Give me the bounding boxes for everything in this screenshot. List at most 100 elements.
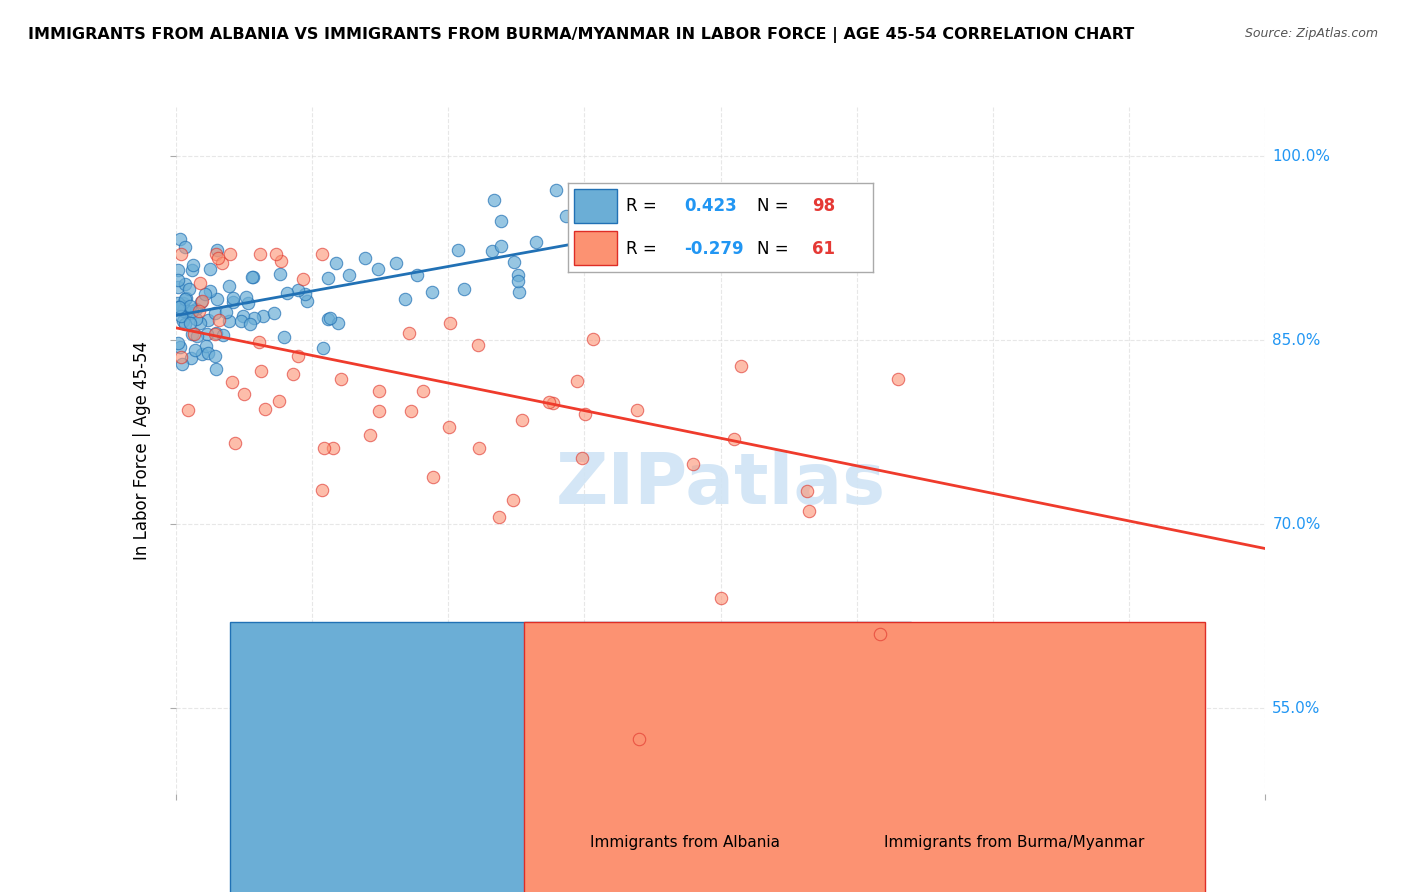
Albania [318, 271, 340, 285]
Albania [174, 318, 197, 332]
Burma [183, 326, 205, 341]
Burma [797, 504, 820, 518]
Burma [730, 359, 752, 373]
Albania [311, 341, 333, 355]
Burma [254, 402, 277, 417]
FancyBboxPatch shape [524, 623, 1205, 892]
Burma [247, 335, 270, 350]
Burma [187, 303, 209, 318]
Albania [447, 244, 470, 258]
Albania [385, 256, 408, 270]
Burma [291, 271, 314, 285]
Burma [422, 469, 444, 483]
Albania [273, 329, 295, 343]
Albania [179, 316, 201, 330]
Burma [219, 247, 242, 261]
Burma [191, 294, 214, 309]
Albania [239, 317, 262, 331]
Burma [682, 457, 704, 471]
Burma [314, 441, 336, 455]
Albania [554, 209, 576, 223]
Burma [796, 483, 818, 498]
Burma [567, 374, 589, 388]
Albania [484, 193, 506, 207]
Burma [502, 493, 524, 508]
Albania [294, 287, 316, 301]
Albania [180, 306, 202, 320]
Y-axis label: In Labor Force | Age 45-54: In Labor Force | Age 45-54 [134, 341, 152, 560]
Burma [330, 372, 353, 386]
Burma [233, 386, 256, 401]
Albania [232, 310, 254, 324]
Albania [544, 183, 567, 197]
Albania [184, 343, 207, 357]
Burma [887, 372, 910, 386]
Albania [177, 282, 200, 296]
Burma [538, 394, 561, 409]
Albania [172, 314, 194, 328]
Albania [242, 310, 264, 325]
Text: 55.0%: 55.0% [1272, 700, 1320, 715]
Burma [359, 428, 381, 442]
Albania [181, 262, 204, 277]
Albania [191, 347, 214, 361]
Burma [399, 404, 422, 418]
Albania [173, 240, 195, 254]
Albania [506, 274, 529, 288]
Albania [508, 268, 530, 282]
Albania [263, 306, 285, 320]
Burma [177, 402, 200, 417]
FancyBboxPatch shape [231, 623, 911, 892]
Albania [316, 311, 339, 326]
Albania [204, 349, 226, 363]
Albania [180, 351, 202, 365]
Albania [481, 244, 503, 258]
Albania [420, 285, 443, 300]
Albania [198, 262, 221, 277]
Albania [325, 255, 347, 269]
Albania [269, 267, 291, 281]
Albania [170, 309, 193, 323]
Albania [167, 300, 190, 314]
Burma [221, 375, 243, 389]
Albania [194, 287, 217, 301]
Albania [205, 292, 228, 306]
Albania [287, 284, 309, 298]
Albania [218, 278, 240, 293]
Albania [502, 255, 524, 269]
Text: 85.0%: 85.0% [1272, 333, 1320, 348]
Albania [167, 336, 190, 351]
Albania [173, 301, 195, 316]
Burma [488, 510, 510, 524]
Albania [453, 282, 475, 296]
Burma [287, 349, 309, 363]
Albania [169, 232, 191, 246]
Burma [281, 367, 304, 381]
Albania [174, 291, 197, 305]
Burma [311, 483, 333, 497]
Albania [172, 357, 194, 371]
Albania [229, 314, 252, 328]
Albania [173, 304, 195, 318]
Burma [170, 350, 193, 364]
Albania [405, 268, 427, 282]
Text: 100.0%: 100.0% [1272, 149, 1330, 163]
Burma [249, 247, 271, 261]
Burma [250, 364, 273, 378]
Albania [240, 269, 263, 284]
Burma [439, 317, 461, 331]
Albania [180, 327, 202, 342]
Albania [222, 295, 245, 310]
Text: Source: ZipAtlas.com: Source: ZipAtlas.com [1244, 27, 1378, 40]
Burma [311, 247, 333, 261]
Burma [322, 441, 344, 455]
Burma [170, 247, 193, 261]
Albania [204, 326, 226, 340]
Burma [207, 313, 229, 327]
Text: Immigrants from Albania: Immigrants from Albania [591, 835, 780, 850]
Albania [328, 316, 350, 330]
Burma [437, 420, 460, 434]
Albania [180, 303, 202, 318]
Burma [723, 432, 745, 446]
Albania [489, 214, 512, 228]
